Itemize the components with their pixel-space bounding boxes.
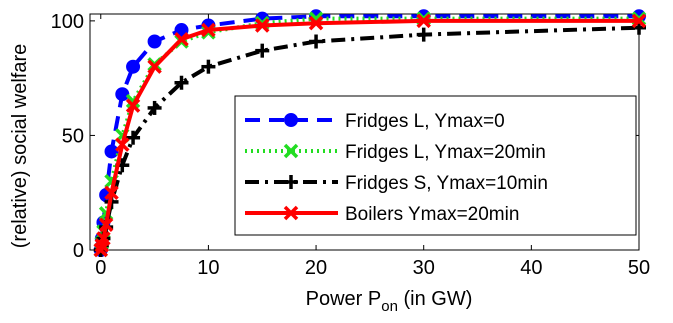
data-point xyxy=(126,59,141,74)
data-point-stroke-b xyxy=(174,31,189,47)
data-point-stroke-b xyxy=(125,98,141,113)
series-4 xyxy=(93,13,647,258)
legend-label: Fridges L, Ymax=20min xyxy=(345,142,546,163)
legend-marker xyxy=(284,113,298,127)
axes-frame xyxy=(89,13,640,251)
data-point-stroke-b xyxy=(416,13,431,29)
data-point xyxy=(115,137,130,152)
x-tick-label: 20 xyxy=(305,257,327,279)
legend-item: Fridges L, Ymax=0 xyxy=(245,111,505,132)
legend-marker-stroke-b xyxy=(283,205,299,221)
data-point xyxy=(416,27,431,42)
data-point xyxy=(174,75,189,90)
legend-label: Fridges S, Ymax=10min xyxy=(345,173,548,194)
x-tick-label: 0 xyxy=(95,257,106,279)
data-point-stroke-b xyxy=(631,13,647,29)
x-tick-label: 30 xyxy=(413,257,435,279)
data-point-stroke-b xyxy=(98,217,114,233)
data-point xyxy=(98,217,114,233)
legend-marker-stroke-b xyxy=(283,143,299,159)
data-point xyxy=(174,23,189,38)
data-point xyxy=(255,43,270,58)
legend-label: Fridges L, Ymax=0 xyxy=(345,111,505,132)
y-tick-label: 50 xyxy=(62,125,84,147)
data-point xyxy=(147,34,162,49)
data-point xyxy=(125,98,141,113)
data-point xyxy=(174,31,189,47)
legend-item: Fridges L, Ymax=20min xyxy=(245,142,546,163)
data-point xyxy=(115,87,130,102)
legend-marker xyxy=(283,143,299,159)
data-point-stroke-b xyxy=(308,15,324,31)
data-point xyxy=(308,15,324,31)
legend-item: Fridges S, Ymax=10min xyxy=(245,173,548,194)
data-point xyxy=(201,59,216,74)
legend-label: Boilers Ymax=20min xyxy=(345,204,519,225)
x-axis-label-subscript: on xyxy=(381,298,398,315)
y-tick-label: 0 xyxy=(73,240,84,262)
legend-item: Boilers Ymax=20min xyxy=(245,204,519,225)
data-point xyxy=(147,59,162,74)
y-tick-label: 100 xyxy=(51,11,84,33)
data-point xyxy=(631,13,647,29)
data-point xyxy=(126,130,141,145)
data-point xyxy=(254,18,270,33)
x-axis-label: Power Pon (in GW) xyxy=(306,288,473,315)
data-point-stroke-b xyxy=(104,185,119,200)
data-point xyxy=(416,13,431,29)
x-tick-label: 10 xyxy=(197,257,219,279)
legend: Fridges L, Ymax=0 Fridges L, Ymax=20min Fr… xyxy=(234,95,637,236)
x-axis-label-main: Power P xyxy=(306,288,382,310)
x-tick-label: 50 xyxy=(628,257,650,279)
data-point-stroke-b xyxy=(115,137,130,152)
data-point xyxy=(104,144,119,159)
x-tick-label: 40 xyxy=(520,257,542,279)
data-point-stroke-b xyxy=(96,231,111,246)
data-point xyxy=(147,100,162,115)
data-point xyxy=(104,185,119,200)
x-axis-label-tail: (in GW) xyxy=(398,288,472,310)
data-point xyxy=(201,22,216,38)
data-point xyxy=(309,34,324,49)
data-point-stroke-b xyxy=(147,59,162,74)
data-point-stroke-b xyxy=(254,18,270,33)
y-axis-label: (relative) social welfare xyxy=(9,44,31,249)
data-point xyxy=(96,231,111,246)
data-point-stroke-b xyxy=(201,22,216,38)
legend-marker xyxy=(284,175,298,189)
legend-marker xyxy=(283,205,299,221)
